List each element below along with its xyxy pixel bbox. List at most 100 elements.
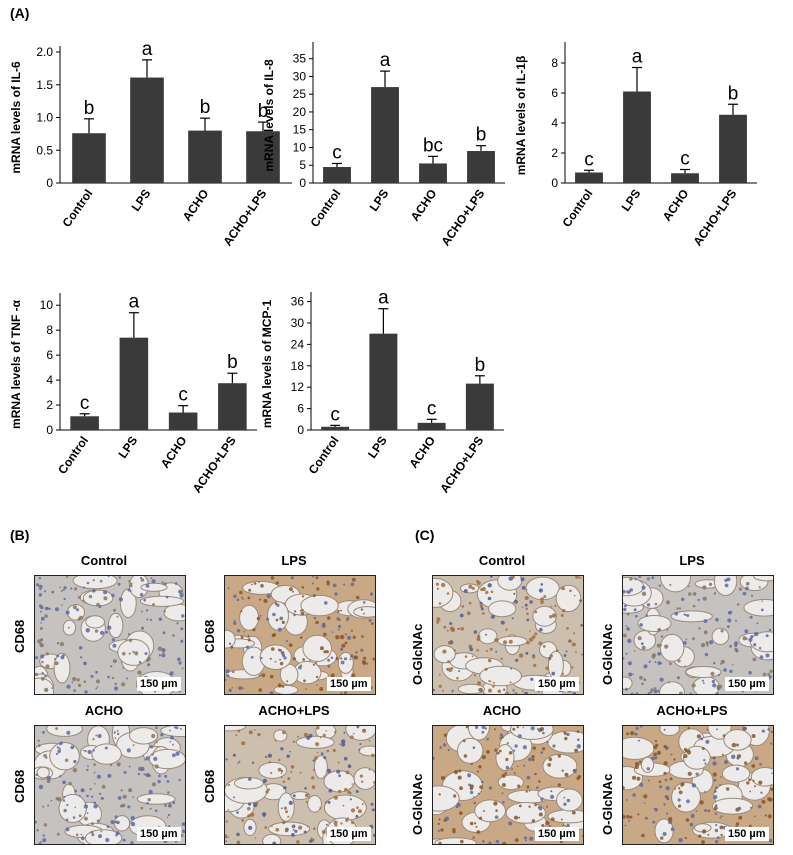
category-label: ACHO [158,434,190,471]
bar [168,412,198,430]
bar [218,383,247,430]
y-tick-label: 0 [297,423,304,437]
significance-letter: b [258,101,269,122]
bar [417,422,446,430]
significance-letter: b [227,352,238,373]
category-label: Control [60,187,96,230]
micrograph-title: Control [478,553,526,568]
significance-letter: b [728,83,739,104]
stain-label: O-GlcNAc [410,623,425,685]
y-tick-label: 1.0 [36,111,53,125]
bar-chart-1: 0 0.5 1.0 1.5 2.0 mRNA levels of IL-6 b Control… [9,39,292,249]
y-tick-label: 8 [551,56,558,70]
significance-letter: a [142,39,153,60]
bar [321,426,350,430]
y-tick-label: 36 [291,295,305,309]
bar [70,416,99,430]
y-tick-label: 4 [46,373,53,387]
y-tick-label: 5 [299,158,306,172]
bar [130,77,164,183]
stain-label: O-GlcNAc [600,773,615,835]
bar [719,114,747,183]
y-tick-label: 6 [297,402,304,416]
bar-chart-5: 0 6 12 18 24 30 36 mRNA levels of MCP-1 c Control… [260,288,504,496]
tissue-image [34,725,186,845]
y-tick-label: 6 [46,348,53,362]
stain-label: O-GlcNAc [600,623,615,685]
y-tick-label: 0 [299,176,306,190]
y-tick-label: 0.5 [36,143,53,157]
bar [369,333,398,430]
y-tick-label: 8 [46,323,53,337]
y-tick-label: 10 [40,298,54,312]
tissue-image [622,575,774,695]
panel-label-c: (C) [415,527,435,543]
stain-label: CD68 [12,769,27,803]
bar-chart-4: 0 2 4 6 8 10 mRNA levels of TNF -α c Control a LPS… [9,292,257,496]
bar [246,131,280,183]
y-tick-label: 25 [293,87,307,101]
y-axis-label: mRNA levels of TNF -α [9,299,23,429]
micrograph-title: ACHO [482,703,522,718]
tissue-image [432,725,584,845]
y-tick-label: 4 [551,116,558,130]
category-label: Control [308,187,344,230]
scale-bar-label: 150 µm [725,677,769,691]
category-label: ACHO [180,187,212,224]
scale-bar-label: 150 µm [535,827,579,841]
scale-bar-label: 150 µm [137,827,181,841]
bar [188,130,222,183]
c-micrograph-1: Control O-GlcNAc 150 µm [410,553,600,701]
micrograph-title: ACHO [84,703,124,718]
significance-letter: a [380,50,391,71]
significance-letter: c [427,398,437,419]
scale-bar-label: 150 µm [327,827,371,841]
category-label: Control [560,187,596,230]
y-tick-label: 2 [46,398,53,412]
bar [467,151,495,183]
significance-letter: c [178,385,188,406]
category-label: LPS [129,187,154,214]
bar [623,91,651,183]
panel-label-a: (A) [10,5,30,21]
category-label: Control [55,434,91,477]
stain-label: CD68 [202,769,217,803]
significance-letter: b [475,355,486,376]
y-tick-label: 1.5 [36,78,53,92]
significance-letter: c [332,142,342,163]
c-micrograph-2: LPS O-GlcNAc 150 µm [600,553,790,701]
y-tick-label: 2.0 [36,45,53,59]
significance-letter: c [330,404,340,425]
y-axis-label: mRNA levels of IL-1β [514,56,528,176]
b-micrograph-1: Control CD68 150 µm [12,553,202,701]
y-tick-label: 35 [293,52,307,66]
category-label: ACHO [660,187,692,224]
category-label: LPS [115,434,140,461]
significance-letter: a [632,47,643,68]
y-tick-label: 12 [291,380,305,394]
significance-letter: a [378,288,389,309]
category-label: LPS [619,187,644,214]
category-label: ACHO+LPS [437,434,486,496]
y-tick-label: 20 [293,105,307,119]
y-tick-label: 30 [291,316,305,330]
y-tick-label: 15 [293,123,307,137]
b-micrograph-2: LPS CD68 150 µm [202,553,392,701]
category-label: ACHO+LPS [690,187,739,249]
significance-letter: c [80,393,90,414]
micrograph-title: Control [80,553,128,568]
significance-letter: b [200,97,211,118]
significance-letter: b [476,125,487,146]
significance-letter: bc [423,135,443,156]
category-label: ACHO [408,187,440,224]
category-label: LPS [367,187,392,214]
bar [419,163,447,183]
b-micrograph-3: ACHO CD68 150 µm [12,703,202,851]
y-axis-label: mRNA levels of IL-6 [9,61,23,174]
y-axis-label: mRNA levels of MCP-1 [260,300,274,429]
bar-charts-panel-a: 0 0.5 1.0 1.5 2.0 mRNA levels of IL-6 b Control… [9,39,757,496]
micrograph-title: ACHO+LPS [656,703,728,718]
scale-bar-label: 150 µm [535,677,579,691]
panel-label-b: (B) [10,527,30,543]
